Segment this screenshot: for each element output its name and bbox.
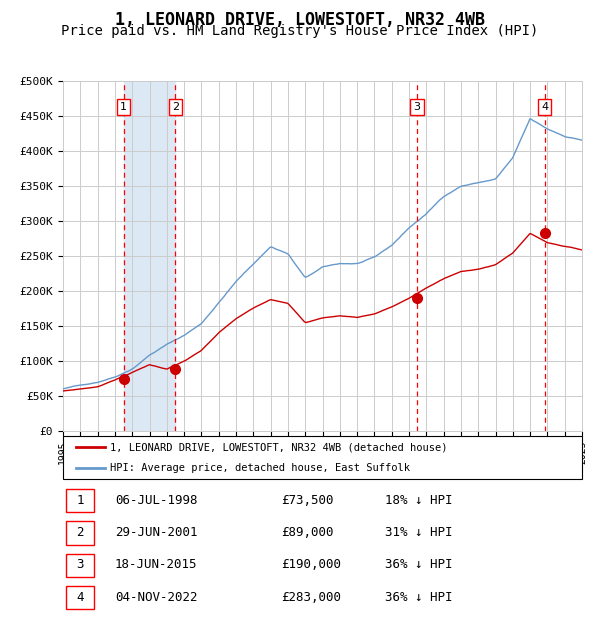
Text: 1: 1 (76, 494, 84, 507)
Text: 3: 3 (76, 559, 84, 572)
Bar (65, 521, 94, 544)
Bar (124, 81, 175, 431)
Text: 36% ↓ HPI: 36% ↓ HPI (385, 559, 452, 572)
Text: Price paid vs. HM Land Registry's House Price Index (HPI): Price paid vs. HM Land Registry's House … (61, 24, 539, 38)
Bar (65, 489, 94, 512)
Text: 4: 4 (76, 591, 84, 604)
Text: 18% ↓ HPI: 18% ↓ HPI (385, 494, 452, 507)
Text: 31% ↓ HPI: 31% ↓ HPI (385, 526, 452, 539)
Text: 1: 1 (120, 102, 127, 112)
Text: 2: 2 (76, 526, 84, 539)
Text: £89,000: £89,000 (281, 526, 334, 539)
Text: 18-JUN-2015: 18-JUN-2015 (115, 559, 197, 572)
Text: 36% ↓ HPI: 36% ↓ HPI (385, 591, 452, 604)
Text: £283,000: £283,000 (281, 591, 341, 604)
Text: 29-JUN-2001: 29-JUN-2001 (115, 526, 197, 539)
Text: 06-JUL-1998: 06-JUL-1998 (115, 494, 197, 507)
Text: 3: 3 (413, 102, 421, 112)
Text: 1, LEONARD DRIVE, LOWESTOFT, NR32 4WB: 1, LEONARD DRIVE, LOWESTOFT, NR32 4WB (115, 11, 485, 29)
Text: 2: 2 (172, 102, 179, 112)
Text: HPI: Average price, detached house, East Suffolk: HPI: Average price, detached house, East… (110, 463, 410, 473)
Text: 04-NOV-2022: 04-NOV-2022 (115, 591, 197, 604)
Text: 1, LEONARD DRIVE, LOWESTOFT, NR32 4WB (detached house): 1, LEONARD DRIVE, LOWESTOFT, NR32 4WB (d… (110, 442, 447, 452)
Bar (65, 586, 94, 609)
Text: £190,000: £190,000 (281, 559, 341, 572)
Bar (65, 554, 94, 577)
Text: £73,500: £73,500 (281, 494, 334, 507)
Text: 4: 4 (541, 102, 548, 112)
